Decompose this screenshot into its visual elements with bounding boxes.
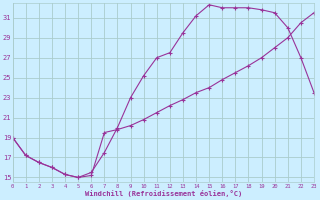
X-axis label: Windchill (Refroidissement éolien,°C): Windchill (Refroidissement éolien,°C) [85, 190, 242, 197]
